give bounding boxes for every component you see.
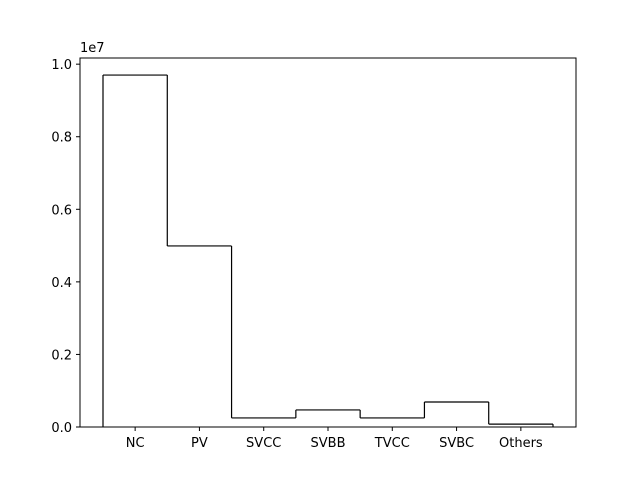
x-tick-label: SVBC	[439, 436, 474, 451]
x-tick-label: SVBB	[311, 436, 346, 451]
y-tick-label: 0.4	[51, 276, 72, 291]
x-tick-label: TVCC	[374, 436, 410, 451]
x-tick-label: SVCC	[246, 436, 281, 451]
x-tick-label: PV	[191, 436, 208, 451]
y-tick-label: 0.2	[51, 348, 72, 363]
x-tick-label: NC	[126, 436, 145, 451]
y-tick-label: 0.8	[51, 131, 72, 146]
plot-frame	[79, 57, 577, 428]
x-tick-label: Others	[499, 436, 543, 451]
y-tick-label: 0.6	[51, 203, 72, 218]
y-tick-label: 1.0	[51, 58, 72, 73]
y-offset-label: 1e7	[80, 41, 105, 56]
y-tick-label: 0.0	[51, 421, 72, 436]
